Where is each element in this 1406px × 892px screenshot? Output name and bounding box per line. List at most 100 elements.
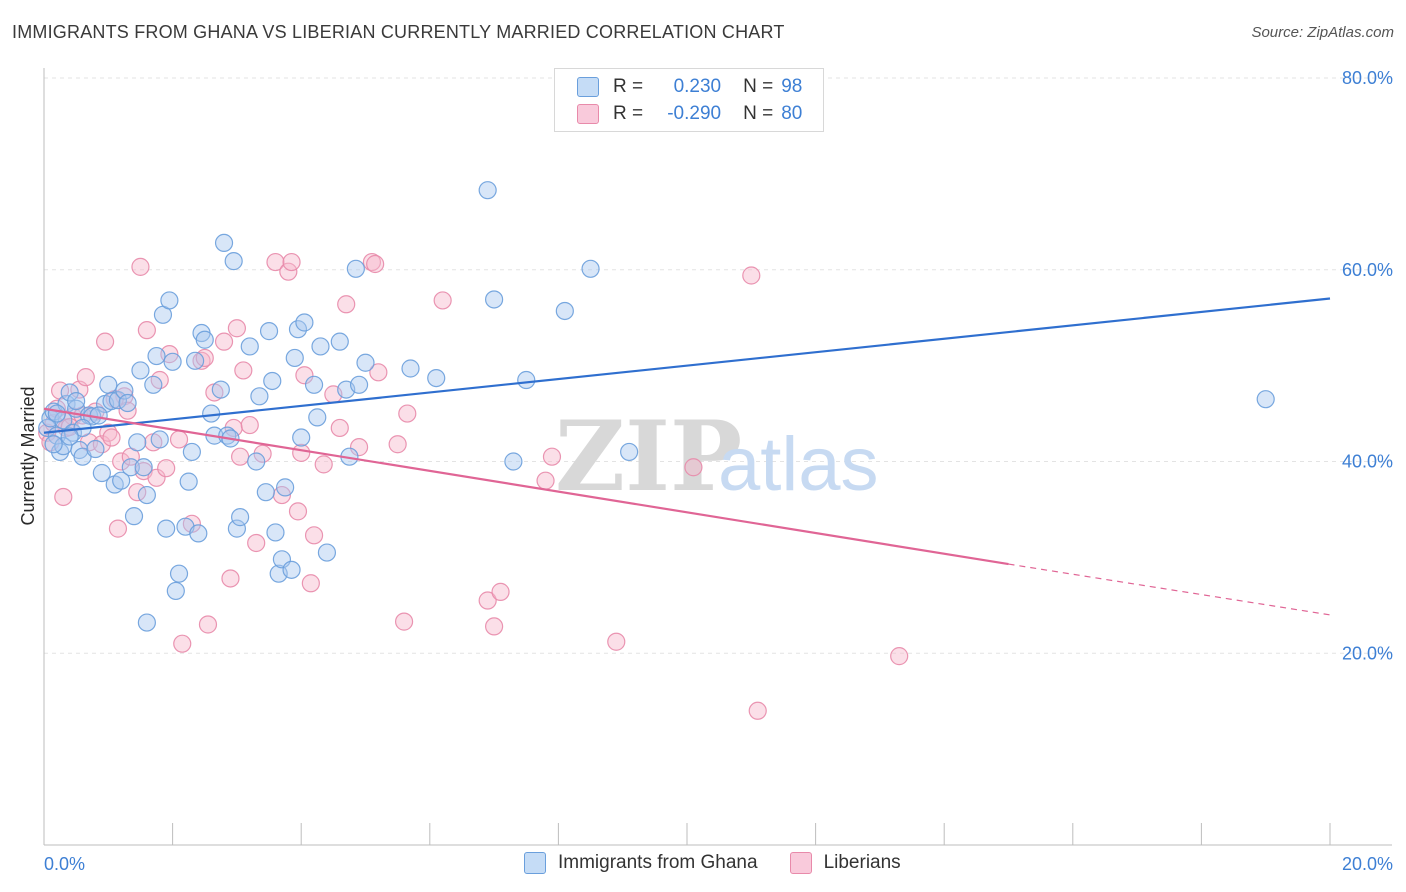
ghana-point — [189, 524, 208, 543]
legend-label-ghana: Immigrants from Ghana — [558, 852, 758, 873]
grid-lines — [44, 77, 1392, 654]
liberians-point — [485, 617, 504, 636]
legend-label-liberians: Liberians — [823, 852, 901, 873]
liberians-point — [54, 487, 73, 507]
ghana-point — [427, 368, 446, 388]
liberians-point — [394, 612, 414, 631]
legend-item-ghana[interactable]: Immigrants from Ghana — [524, 852, 758, 874]
liberians-point — [240, 415, 259, 435]
ghana-point — [179, 472, 198, 491]
liberians-point — [330, 418, 349, 438]
legend-n-value: 80 — [781, 103, 803, 124]
watermark-atlas: atlas — [718, 422, 879, 507]
liberians-point — [542, 447, 562, 466]
ghana-point — [47, 404, 66, 423]
ghana-point — [620, 442, 639, 462]
liberians-point — [337, 295, 356, 314]
liberians-point — [748, 701, 767, 720]
liberians-point — [536, 471, 555, 490]
liberians-point — [137, 321, 156, 340]
ghana-point — [67, 391, 86, 411]
liberians-point — [295, 366, 314, 385]
ghana-point — [118, 393, 137, 413]
ghana-point — [211, 380, 230, 399]
trend-lines — [43, 297, 1331, 616]
ghana-point — [247, 452, 266, 471]
liberians-point — [99, 423, 118, 442]
liberians-point — [369, 363, 388, 382]
ghana-point — [89, 406, 108, 425]
liberians-point — [388, 435, 407, 454]
ghana-point — [157, 519, 176, 538]
ghana-point — [295, 313, 314, 332]
legend-n-label: N = — [743, 76, 774, 97]
liberians-point — [266, 252, 285, 272]
legend-row-ghana: R = 0.230 N = 98 — [577, 75, 802, 99]
liberians-point — [227, 319, 246, 338]
x-tick-label: 0.0% — [44, 854, 85, 874]
ghana-point — [240, 337, 259, 356]
ghana-point — [147, 346, 166, 366]
ghana-point — [581, 259, 600, 278]
ghana-point — [517, 370, 536, 390]
ghana-point — [555, 301, 574, 321]
liberians-point — [304, 526, 324, 545]
ghana-point — [282, 560, 301, 579]
liberians-point — [95, 332, 115, 351]
ghana-point — [227, 519, 246, 538]
liberians-point — [314, 455, 333, 474]
liberians-point — [112, 452, 131, 471]
ghana-point — [276, 478, 295, 497]
ghana-point — [131, 361, 150, 380]
ghana-point — [102, 391, 121, 411]
ghana-point — [124, 507, 144, 526]
ghana-point — [304, 375, 324, 394]
liberians-point — [157, 459, 176, 478]
legend-r-label: R = — [613, 103, 644, 124]
ghana-point — [330, 332, 349, 351]
watermark: ZIP atlas — [555, 400, 879, 513]
chart-source: Source: ZipAtlas.com — [1251, 24, 1394, 41]
ghana-point — [292, 428, 311, 447]
axes — [43, 68, 1392, 846]
liberians-point — [288, 502, 308, 521]
ghana-point — [1256, 390, 1275, 409]
ghana-point — [44, 435, 63, 454]
liberians-point — [147, 468, 166, 487]
liberians-point — [433, 291, 452, 310]
ghana-point — [128, 433, 147, 452]
ghana-point — [356, 353, 375, 372]
ghana-point — [169, 564, 189, 583]
stats-legend: R = 0.230 N = 98 R = -0.290 N = 80 — [554, 68, 824, 132]
ghana-point — [224, 252, 243, 271]
liberians-point — [247, 533, 266, 553]
ghana-point — [144, 375, 163, 394]
liberians-point — [684, 458, 703, 477]
legend-r-value: -0.290 — [667, 103, 722, 124]
liberians-point — [398, 404, 417, 423]
ghana-point — [160, 291, 179, 310]
liberians-swatch — [789, 852, 812, 874]
liberians-point — [192, 351, 211, 370]
legend-item-liberians[interactable]: Liberians — [789, 852, 901, 874]
liberians-point — [221, 569, 240, 588]
ghana-point — [137, 613, 156, 632]
ghana-point — [121, 458, 140, 477]
ghana-point — [504, 452, 523, 471]
y-tick-label: 20.0% — [1342, 643, 1393, 663]
legend-row-liberians: R = -0.290 N = 80 — [577, 102, 802, 126]
ghana-point — [182, 442, 201, 462]
ghana-point — [150, 430, 169, 449]
ghana-point — [99, 375, 118, 394]
watermark-zip: ZIP — [555, 400, 742, 513]
ghana-point — [92, 463, 111, 483]
liberians-trend-extension — [1008, 563, 1331, 616]
liberians-point — [890, 647, 909, 666]
ghana-point — [317, 543, 337, 562]
ghana-point — [163, 352, 182, 371]
liberians-point — [349, 438, 369, 457]
ghana-point — [60, 427, 79, 446]
legend-r-label: R = — [613, 76, 644, 97]
ghana-point — [112, 471, 131, 490]
